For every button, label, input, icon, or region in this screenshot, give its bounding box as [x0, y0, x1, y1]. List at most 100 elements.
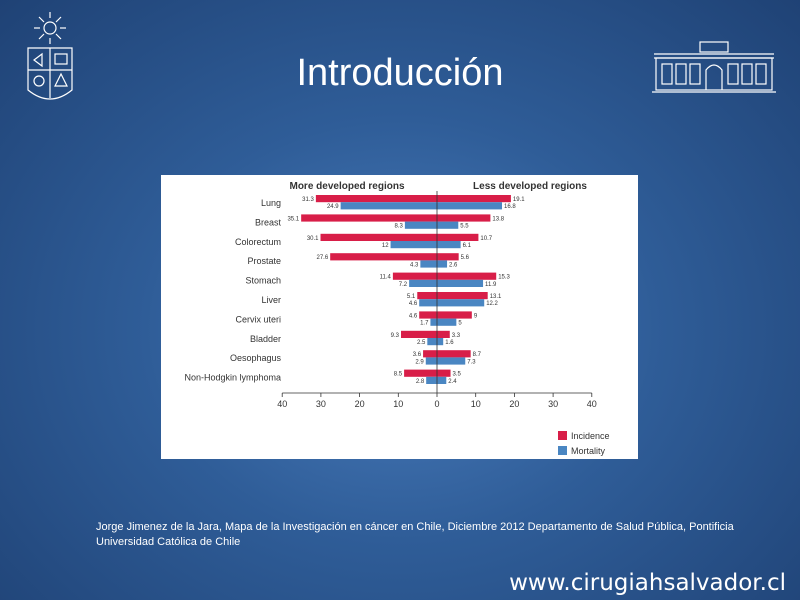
category-label: Liver	[261, 295, 281, 305]
category-label: Cervix uteri	[235, 314, 281, 324]
bar-right-mortality	[437, 260, 448, 268]
university-seal-logo	[24, 10, 76, 110]
bar-right-mortality	[437, 318, 457, 326]
label-left-incidence: 27.6	[317, 255, 329, 261]
cancer-chart: More developed regions Less developed reg…	[161, 175, 638, 459]
label-left-mortality: 2.9	[415, 359, 424, 365]
website-url[interactable]: www.cirugiahsalvador.cl	[509, 570, 786, 596]
legend-incidence-swatch	[558, 431, 567, 440]
label-right-incidence: 19.1	[513, 197, 525, 203]
bar-left-incidence	[419, 311, 437, 319]
label-right-incidence: 3.3	[452, 333, 461, 339]
category-label: Prostate	[247, 256, 281, 266]
bar-left-mortality	[426, 376, 437, 384]
bar-right-incidence	[437, 311, 472, 319]
label-right-mortality: 1.6	[445, 340, 454, 346]
label-right-mortality: 7.3	[467, 359, 476, 365]
label-left-incidence: 30.1	[307, 236, 319, 242]
bar-left-incidence	[330, 253, 437, 261]
bar-left-mortality	[430, 318, 437, 326]
label-left-mortality: 7.2	[399, 282, 408, 288]
label-right-mortality: 2.4	[448, 379, 457, 385]
category-label: Colorectum	[235, 237, 281, 247]
legend-mortality-label: Mortality	[571, 446, 606, 456]
label-right-incidence: 13.1	[490, 294, 502, 300]
bar-left-incidence	[301, 214, 437, 222]
bar-right-incidence	[437, 350, 471, 358]
label-right-mortality: 5	[458, 321, 462, 327]
label-left-incidence: 8.5	[394, 372, 403, 378]
label-right-incidence: 15.3	[498, 275, 510, 281]
label-left-mortality: 2.5	[417, 340, 426, 346]
x-tick-label: 30	[316, 399, 326, 409]
bar-left-mortality	[427, 338, 437, 346]
x-tick-label: 20	[509, 399, 519, 409]
bar-right-mortality	[437, 338, 444, 346]
bar-right-incidence	[437, 272, 497, 280]
bar-left-mortality	[425, 357, 437, 365]
building-logo	[652, 40, 776, 96]
bar-right-mortality	[437, 357, 466, 365]
label-right-mortality: 11.9	[485, 282, 497, 288]
citation-text: Jorge Jimenez de la Jara, Mapa de la Inv…	[96, 521, 734, 548]
bar-right-incidence	[437, 195, 511, 203]
x-tick-label: 30	[548, 399, 558, 409]
bar-right-mortality	[437, 241, 461, 249]
right-region-header: Less developed regions	[473, 181, 587, 192]
label-left-incidence: 35.1	[287, 216, 299, 222]
label-right-incidence: 9	[474, 313, 478, 319]
x-tick-label: 40	[587, 399, 597, 409]
category-label: Stomach	[245, 276, 281, 286]
label-left-incidence: 11.4	[380, 275, 392, 281]
chart-svg: More developed regions Less developed reg…	[184, 181, 610, 456]
x-tick-label: 10	[471, 399, 481, 409]
bar-left-incidence	[417, 292, 437, 300]
bar-right-incidence	[437, 369, 451, 377]
x-tick-label: 10	[393, 399, 403, 409]
label-left-incidence: 3.6	[413, 352, 422, 358]
label-right-incidence: 5.6	[461, 255, 470, 261]
label-right-mortality: 5.5	[460, 224, 469, 230]
bar-right-mortality	[437, 376, 447, 384]
label-left-mortality: 8.3	[395, 224, 404, 230]
bar-left-mortality	[404, 221, 437, 229]
bar-left-incidence	[392, 272, 437, 280]
left-region-header: More developed regions	[289, 181, 404, 192]
bar-right-mortality	[437, 202, 503, 210]
label-left-mortality: 12	[382, 243, 389, 249]
category-label: Non-Hodgkin lymphoma	[184, 373, 281, 383]
label-right-mortality: 2.6	[449, 262, 458, 268]
label-left-mortality: 2.8	[416, 379, 425, 385]
label-right-incidence: 10.7	[480, 236, 492, 242]
bar-left-incidence	[315, 195, 437, 203]
bar-right-incidence	[437, 292, 488, 300]
bar-right-incidence	[437, 214, 491, 222]
legend-mortality-swatch	[558, 446, 567, 455]
label-left-mortality: 1.7	[420, 321, 429, 327]
label-right-mortality: 6.1	[463, 243, 472, 249]
label-left-incidence: 5.1	[407, 294, 416, 300]
label-left-incidence: 9.3	[391, 333, 400, 339]
slide-title: Introducción	[296, 52, 504, 94]
bar-left-mortality	[390, 241, 437, 249]
bar-left-incidence	[404, 369, 437, 377]
label-right-mortality: 16.8	[504, 204, 516, 210]
bar-right-mortality	[437, 221, 459, 229]
label-right-incidence: 13.8	[492, 216, 504, 222]
bar-right-incidence	[437, 330, 450, 338]
label-right-incidence: 3.5	[453, 372, 462, 378]
category-label: Breast	[255, 217, 282, 227]
bar-left-incidence	[320, 233, 437, 241]
label-left-mortality: 4.6	[409, 301, 418, 307]
legend-incidence-label: Incidence	[571, 431, 610, 441]
x-tick-label: 20	[355, 399, 365, 409]
bar-left-incidence	[401, 330, 437, 338]
bar-left-mortality	[340, 202, 437, 210]
label-left-incidence: 31.3	[302, 197, 314, 203]
x-tick-label: 40	[277, 399, 287, 409]
bar-left-mortality	[409, 279, 437, 287]
bar-right-mortality	[437, 299, 485, 307]
category-label: Lung	[261, 198, 281, 208]
label-left-mortality: 4.3	[410, 262, 419, 268]
category-label: Oesophagus	[230, 353, 282, 363]
